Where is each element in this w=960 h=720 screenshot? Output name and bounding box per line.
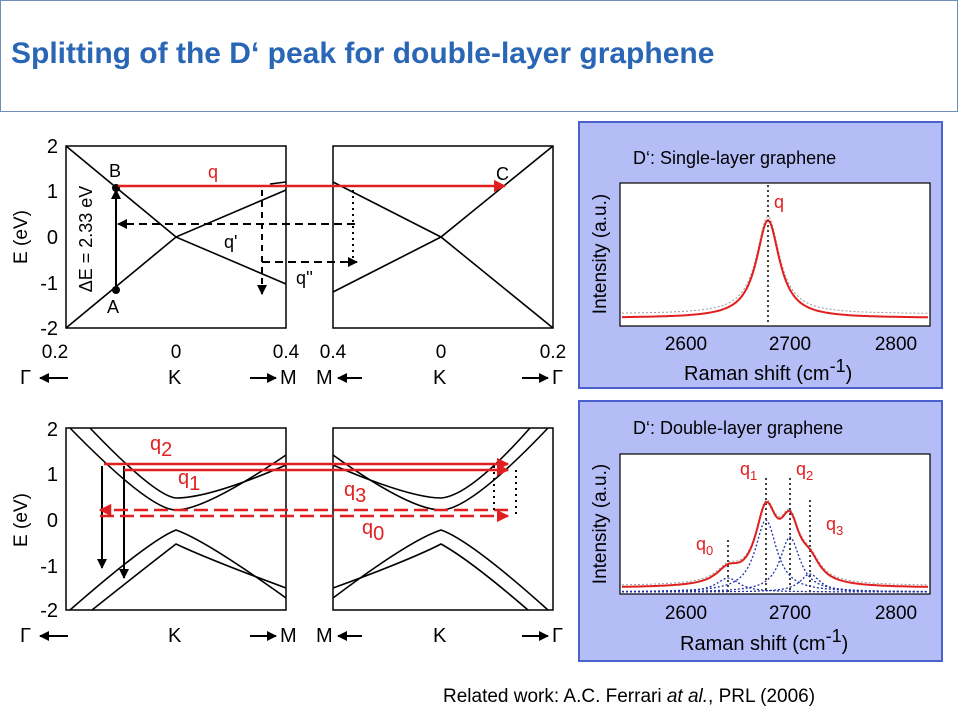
q2-label: q2 xyxy=(150,433,172,461)
y-tick: -1 xyxy=(40,273,58,295)
x-tick: 2600 xyxy=(665,603,707,624)
k-label: Γ xyxy=(20,367,31,389)
title-bar: Splitting of the D‘ peak for double-laye… xyxy=(0,0,958,112)
x-tick: 0 xyxy=(436,342,447,363)
y-tick: 1 xyxy=(47,181,58,203)
band-bottom-left-frame xyxy=(65,427,287,611)
q-prime-label: q' xyxy=(224,232,237,252)
y-axis-label: E (eV) xyxy=(11,210,32,264)
y-tick: 0 xyxy=(47,227,58,249)
k-label: Γ xyxy=(20,625,31,647)
slide-title: Splitting of the D‘ peak for double-laye… xyxy=(11,37,715,70)
panel-heading: D‘: Double-layer graphene xyxy=(633,418,843,438)
x-tick: 2700 xyxy=(769,334,811,355)
k-label: M xyxy=(316,625,333,647)
raman-single-panel: D‘: Single-layer graphene Intensity (a.u… xyxy=(578,121,943,389)
x-tick: 0.2 xyxy=(540,342,566,363)
point-label-c: C xyxy=(496,164,509,184)
band-top-left-frame xyxy=(65,145,287,329)
panel-heading: D‘: Single-layer graphene xyxy=(633,148,836,168)
k-label: M xyxy=(316,367,333,389)
x-axis-label: Raman shift (cm-1) xyxy=(680,626,848,655)
q-double-prime-label: q'' xyxy=(296,268,313,288)
k-label: M xyxy=(280,625,297,647)
k-label: K xyxy=(433,367,447,389)
k-label: M xyxy=(280,367,297,389)
citation-suffix: , PRL (2006) xyxy=(708,686,816,707)
peak-label: q xyxy=(774,192,784,212)
y-axis-label: Intensity (a.u.) xyxy=(590,194,611,314)
y-axis-label: Intensity (a.u.) xyxy=(590,464,611,584)
k-label: K xyxy=(168,367,182,389)
citation-prefix: Related work: A.C. Ferrari xyxy=(443,686,667,707)
band-top-right-frame xyxy=(332,145,554,329)
x-tick: 2800 xyxy=(875,603,917,624)
y-tick: 0 xyxy=(47,510,58,532)
x-axis-label: Raman shift (cm-1) xyxy=(684,356,852,385)
band-bottom-right-frame xyxy=(332,427,554,611)
y-axis-label: E (eV) xyxy=(11,493,32,547)
x-tick: 0.4 xyxy=(320,342,347,363)
band-structure-bottom: 2 1 0 -1 -2 E (eV) q2 q1 q3 q xyxy=(11,419,563,647)
peak-q3-label: q3 xyxy=(826,514,843,538)
x-tick: 0.2 xyxy=(42,342,68,363)
band-structure-top: 2 1 0 -1 -2 E (eV) B A C ΔE = 2.33 eV q … xyxy=(11,136,566,389)
y-tick: 2 xyxy=(47,136,58,158)
x-tick: 2800 xyxy=(875,334,917,355)
point-label-b: B xyxy=(109,161,121,181)
q-label: q xyxy=(208,162,218,182)
q1-label: q1 xyxy=(178,467,200,495)
y-tick: -1 xyxy=(40,556,58,578)
peak-q0-label: q0 xyxy=(696,534,713,558)
k-label: Γ xyxy=(552,625,563,647)
delta-e-label: ΔE = 2.33 eV xyxy=(76,186,96,293)
k-label: Γ xyxy=(552,367,563,389)
citation-italic: at al. xyxy=(666,686,709,707)
x-tick: 2600 xyxy=(665,334,707,355)
point-label-a: A xyxy=(107,297,119,317)
plot-area xyxy=(619,182,931,327)
x-tick: 2700 xyxy=(769,603,811,624)
plot-area xyxy=(619,453,931,595)
k-label: K xyxy=(433,625,447,647)
raman-double-panel: D‘: Double-layer graphene Intensity (a.u… xyxy=(578,400,943,662)
q3-label: q3 xyxy=(344,479,366,507)
k-label: K xyxy=(168,625,182,647)
peak-q2-label: q2 xyxy=(796,459,813,483)
x-tick: 0 xyxy=(171,342,182,363)
q0-label: q0 xyxy=(362,517,384,545)
y-tick: 1 xyxy=(47,464,58,486)
peak-q1-label: q1 xyxy=(740,459,757,483)
y-tick: -2 xyxy=(40,318,58,340)
y-tick: 2 xyxy=(47,419,58,441)
y-tick: -2 xyxy=(40,600,58,622)
x-tick: 0.4 xyxy=(273,342,300,363)
footer-citation: Related work: A.C. Ferrari at al., PRL (… xyxy=(443,686,815,708)
